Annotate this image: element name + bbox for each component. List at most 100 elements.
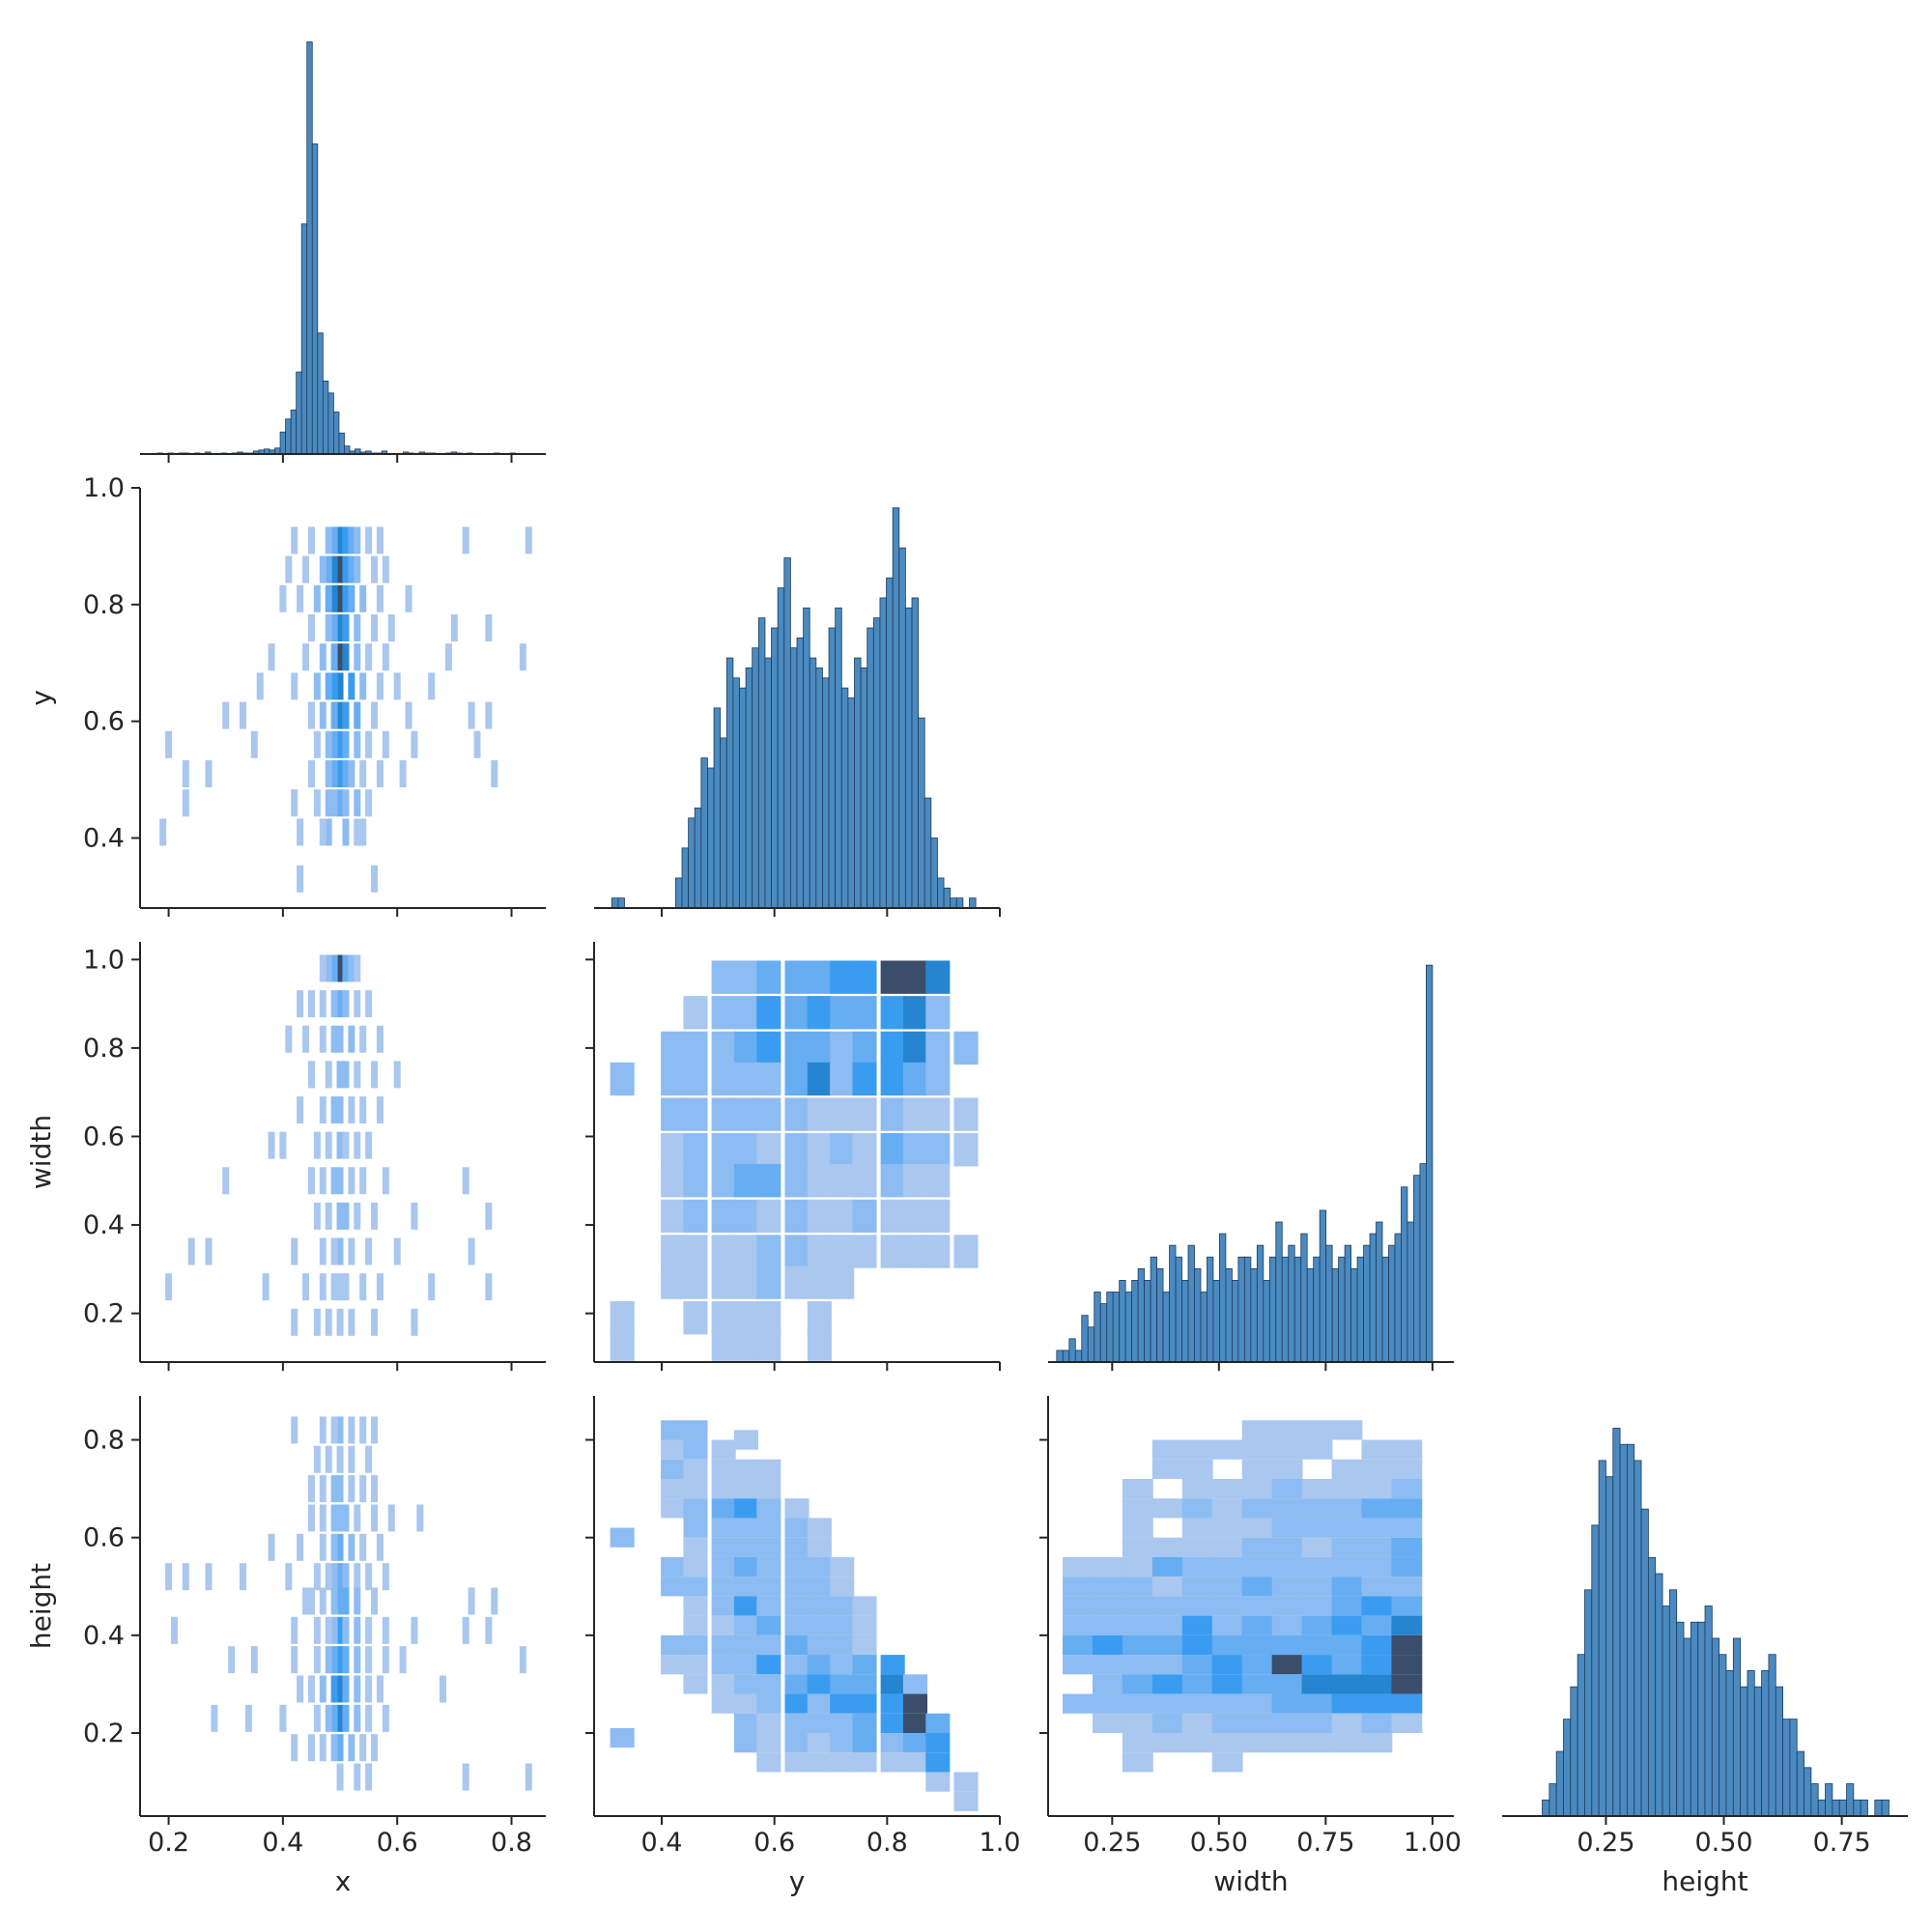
histogram-bar	[1350, 1267, 1358, 1363]
heatmap-cell	[325, 818, 332, 846]
histogram-bar	[1584, 1589, 1593, 1817]
histogram-bar	[892, 507, 900, 909]
heatmap-cell	[1331, 1537, 1363, 1557]
heatmap-cell	[342, 730, 350, 758]
heatmap-cell	[1241, 1615, 1273, 1635]
heatmap-cell	[1151, 1596, 1183, 1616]
heatmap-cell	[297, 584, 304, 612]
heatmap-cell	[1331, 1498, 1363, 1519]
heatmap-cell	[336, 1646, 344, 1674]
heatmap-cell	[661, 1556, 686, 1577]
heatmap-cell	[1063, 1577, 1094, 1597]
heatmap-cell	[953, 1133, 979, 1167]
heatmap-cell	[1211, 1752, 1243, 1773]
heatmap-cell	[376, 1096, 384, 1123]
heatmap-cell	[661, 1459, 686, 1479]
heatmap-cell	[330, 760, 338, 788]
heatmap-cell	[1391, 1439, 1423, 1460]
histogram-bar	[1356, 1256, 1364, 1363]
heatmap-cell	[297, 1675, 304, 1703]
heatmap-cell	[382, 555, 389, 583]
heatmap-cell	[330, 1167, 338, 1195]
heatmap-cell	[325, 614, 332, 641]
heat-width-height-panel: 0.25 0.50 0.75 1.00 width	[1039, 1396, 1462, 1897]
heatmap-cell	[733, 1031, 759, 1065]
heatmap-cell	[1211, 1478, 1243, 1499]
heatmap-cell	[1241, 1693, 1273, 1714]
heatmap-cell	[307, 1475, 315, 1503]
x-tick-label: 0.6	[377, 1828, 418, 1858]
heatmap-cell	[1331, 1615, 1363, 1635]
histogram-bar	[1640, 1508, 1649, 1817]
heatmap-cell	[1122, 1556, 1153, 1577]
heatmap-cell	[336, 555, 344, 583]
histogram-bar	[1719, 1654, 1727, 1817]
heatmap-cell	[711, 1133, 736, 1167]
heatmap-cell	[807, 1596, 832, 1616]
histogram-bar	[783, 557, 791, 909]
heatmap-cell	[519, 643, 526, 671]
heatmap-cell	[382, 1563, 389, 1591]
heatmap-cell	[711, 1265, 736, 1299]
histogram-bar	[333, 412, 340, 455]
heatmap-cell	[711, 1693, 736, 1714]
heatmap-cell	[1361, 1459, 1393, 1479]
heatmap-cell	[852, 1693, 877, 1714]
heatmap-cell	[330, 1096, 338, 1123]
x-axis-label: x	[335, 1865, 352, 1897]
heatmap-cell	[348, 1533, 355, 1561]
heatmap-cell	[733, 1265, 759, 1299]
heatmap-cell	[1092, 1615, 1123, 1635]
y-tick-label: 0.6	[83, 707, 125, 737]
heatmap-cell	[485, 1202, 493, 1230]
heatmap-cell	[1211, 1518, 1243, 1538]
heatmap-cell	[1122, 1518, 1153, 1538]
heatmap-cell	[661, 1031, 686, 1065]
heatmap-cell	[1092, 1556, 1123, 1577]
heatmap-cell	[1331, 1713, 1363, 1734]
heatmap-cell	[359, 1167, 367, 1195]
heatmap-cell	[880, 996, 905, 1030]
heatmap-cell	[807, 1097, 832, 1131]
heatmap-cell	[371, 1587, 379, 1615]
heatmap-cell	[1271, 1596, 1303, 1616]
heatmap-cell	[371, 1308, 379, 1336]
heatmap-cell	[348, 1416, 355, 1444]
heatmap-cell	[365, 730, 373, 758]
heatmap-cell	[711, 1537, 736, 1557]
histogram-bar	[1250, 1267, 1258, 1363]
heatmap-cell	[319, 1675, 327, 1703]
heatmap-cell	[683, 1062, 708, 1096]
histogram-bar	[1150, 1256, 1157, 1363]
histogram-bar	[1169, 1244, 1177, 1363]
heatmap-cell	[1151, 1615, 1183, 1635]
heatmap-cell	[880, 1235, 905, 1268]
heatmap-cell	[330, 1504, 338, 1532]
heatmap-cell	[336, 954, 344, 982]
heatmap-cell	[182, 760, 189, 788]
heatmap-cell	[852, 960, 877, 994]
heatmap-cell	[336, 1763, 344, 1791]
heatmap-cell	[756, 1498, 781, 1519]
heatmap-cell	[348, 1734, 355, 1762]
heatmap-cell	[1271, 1537, 1303, 1557]
heatmap-cell	[1271, 1577, 1303, 1597]
heatmap-cell	[1122, 1498, 1153, 1519]
heatmap-cell	[382, 1646, 389, 1674]
heatmap-cell	[733, 1733, 759, 1753]
heatmap-cell	[925, 1097, 951, 1131]
histogram-bar	[279, 431, 286, 455]
heatmap-cell	[852, 1674, 877, 1694]
heatmap-cell	[359, 1416, 367, 1444]
heatmap-cell	[830, 1733, 855, 1753]
heatmap-cell	[880, 1655, 905, 1675]
histogram-bar	[1612, 1428, 1621, 1817]
heatmap-cell	[462, 1616, 469, 1644]
histogram-bar	[1056, 1350, 1064, 1363]
heatmap-cell	[925, 1164, 951, 1198]
heatmap-cell	[1092, 1655, 1123, 1675]
heatmap-cell	[291, 1308, 298, 1336]
histogram-bar	[1838, 1799, 1847, 1817]
heatmap-cell	[852, 1713, 877, 1734]
heatmap-cell	[784, 1577, 810, 1597]
